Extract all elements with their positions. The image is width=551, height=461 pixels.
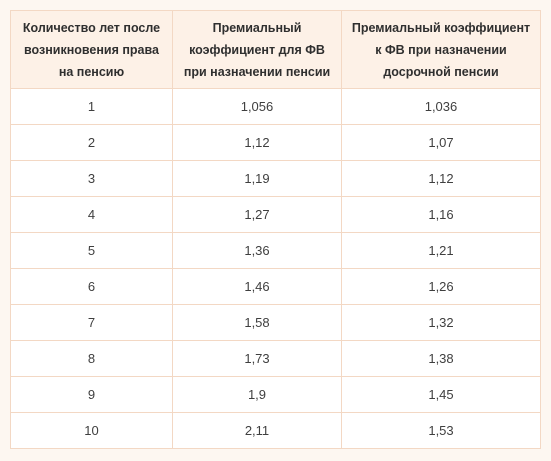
cell-regular-coefficient: 1,9 <box>172 376 342 413</box>
cell-regular-coefficient: 1,19 <box>172 160 342 197</box>
cell-years: 1 <box>10 88 173 125</box>
cell-regular-coefficient: 1,12 <box>172 124 342 161</box>
table-row: 4 1,27 1,16 <box>10 196 541 233</box>
table-row: 7 1,58 1,32 <box>10 304 541 341</box>
cell-early-coefficient: 1,16 <box>341 196 541 233</box>
cell-years: 2 <box>10 124 173 161</box>
cell-years: 7 <box>10 304 173 341</box>
table-row: 8 1,73 1,38 <box>10 340 541 377</box>
cell-early-coefficient: 1,26 <box>341 268 541 305</box>
table-row: 2 1,12 1,07 <box>10 124 541 161</box>
cell-years: 9 <box>10 376 173 413</box>
cell-regular-coefficient: 1,73 <box>172 340 342 377</box>
cell-regular-coefficient: 1,46 <box>172 268 342 305</box>
cell-regular-coefficient: 1,27 <box>172 196 342 233</box>
cell-years: 4 <box>10 196 173 233</box>
cell-early-coefficient: 1,32 <box>341 304 541 341</box>
header-early-coefficient: Премиальный коэффициент к ФВ при назначе… <box>341 10 541 89</box>
header-years: Количество лет после возникновения права… <box>10 10 173 89</box>
cell-years: 3 <box>10 160 173 197</box>
table-row: 9 1,9 1,45 <box>10 376 541 413</box>
table-row: 5 1,36 1,21 <box>10 232 541 269</box>
table-row: 10 2,11 1,53 <box>10 412 541 449</box>
cell-early-coefficient: 1,07 <box>341 124 541 161</box>
coefficient-table-container: Количество лет после возникновения права… <box>10 10 541 449</box>
cell-regular-coefficient: 1,58 <box>172 304 342 341</box>
cell-years: 5 <box>10 232 173 269</box>
cell-regular-coefficient: 1,056 <box>172 88 342 125</box>
cell-regular-coefficient: 2,11 <box>172 412 342 449</box>
cell-early-coefficient: 1,21 <box>341 232 541 269</box>
cell-years: 8 <box>10 340 173 377</box>
cell-early-coefficient: 1,036 <box>341 88 541 125</box>
cell-early-coefficient: 1,53 <box>341 412 541 449</box>
cell-early-coefficient: 1,45 <box>341 376 541 413</box>
table-row: 1 1,056 1,036 <box>10 88 541 125</box>
coefficient-table: Количество лет после возникновения права… <box>10 10 541 449</box>
header-row: Количество лет после возникновения права… <box>10 10 541 89</box>
table-row: 3 1,19 1,12 <box>10 160 541 197</box>
table-row: 6 1,46 1,26 <box>10 268 541 305</box>
cell-regular-coefficient: 1,36 <box>172 232 342 269</box>
table-header: Количество лет после возникновения права… <box>10 10 541 89</box>
cell-years: 10 <box>10 412 173 449</box>
cell-early-coefficient: 1,38 <box>341 340 541 377</box>
cell-early-coefficient: 1,12 <box>341 160 541 197</box>
cell-years: 6 <box>10 268 173 305</box>
table-body: 1 1,056 1,036 2 1,12 1,07 3 1,19 1,12 4 1,27 1,16 5 1… <box>10 88 541 449</box>
header-regular-coefficient: Премиальный коэффициент для ФВ при назна… <box>172 10 342 89</box>
